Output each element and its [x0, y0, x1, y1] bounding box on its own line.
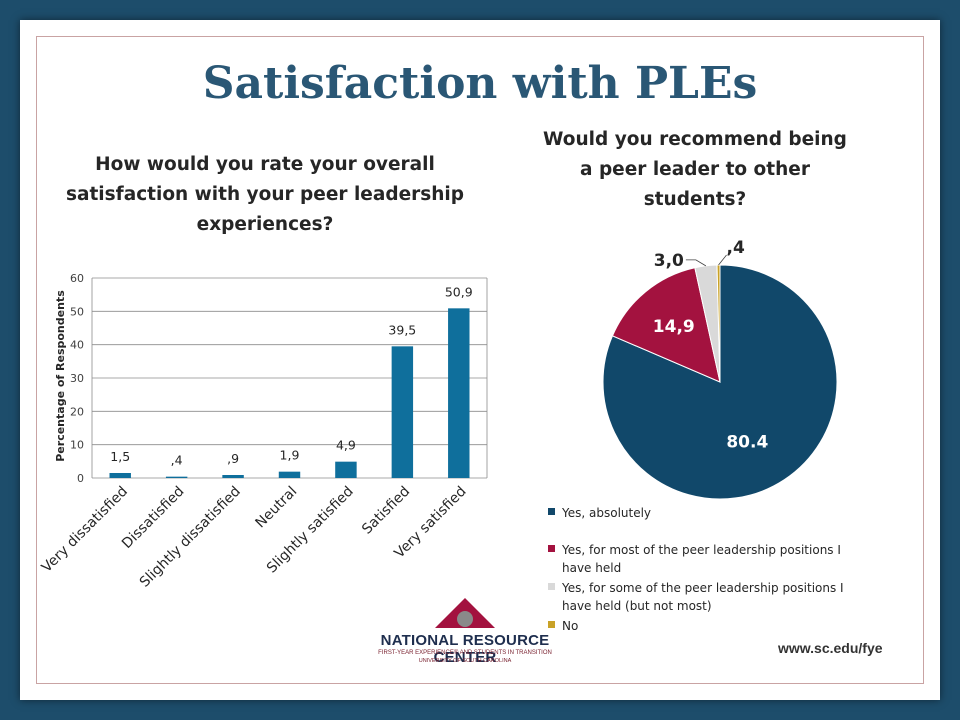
- pie-data-label: 3,0: [654, 251, 684, 271]
- legend-label: Yes, absolutely: [562, 506, 652, 520]
- bar: [222, 475, 244, 478]
- bar: [165, 476, 188, 478]
- logo-subtitle: FIRST-YEAR EXPERIENCE® AND STUDENTS IN T…: [378, 650, 552, 656]
- legend-label: Yes, for some of the peer leadership pos…: [562, 581, 844, 613]
- bar: [109, 473, 131, 478]
- y-axis-label: Percentage of Respondents: [54, 290, 67, 462]
- x-tick-label: Neutral: [252, 484, 300, 532]
- y-tick-label: 20: [70, 405, 84, 418]
- y-tick-label: 10: [70, 439, 84, 452]
- legend-swatch: [548, 545, 555, 552]
- x-tick-label: Slightly dissatisfied: [137, 484, 244, 591]
- bar-data-label: ,9: [227, 451, 239, 466]
- logo-subtitle-university: UNIVERSITY OF SOUTH CAROLINA: [418, 658, 512, 664]
- pie-data-label: ,4: [727, 238, 745, 258]
- y-tick-label: 60: [70, 272, 84, 285]
- slide-title: Satisfaction with PLEs: [202, 58, 758, 109]
- pie-data-label: 80.4: [726, 433, 768, 453]
- bar-data-label: 39,5: [388, 322, 416, 337]
- bar: [335, 461, 357, 478]
- pie-chart-title: Would you recommend being a peer leader …: [543, 129, 847, 210]
- footer-url: www.sc.edu/fye: [778, 640, 883, 656]
- bar-data-label: 4,9: [336, 438, 356, 453]
- legend-label: No: [562, 619, 579, 633]
- bar-chart-title: How would you rate your overall satisfac…: [65, 154, 465, 235]
- y-tick-label: 0: [77, 472, 84, 485]
- pie-leader-line: [718, 254, 727, 266]
- legend-swatch: [548, 583, 555, 590]
- bar-data-label: ,4: [171, 453, 183, 468]
- bar: [448, 308, 470, 478]
- pie-slice: [716, 264, 721, 383]
- bar: [278, 471, 301, 478]
- y-tick-label: 30: [70, 372, 84, 385]
- bar-data-label: 1,5: [110, 449, 130, 464]
- legend-label: Yes, for most of the peer leadership pos…: [562, 543, 841, 575]
- logo-circle: [457, 611, 473, 627]
- x-tick-label: Very dissatisfied: [39, 484, 131, 576]
- y-tick-label: 40: [70, 339, 84, 352]
- x-tick-label: Satisfied: [359, 484, 413, 538]
- pie-data-label: 14,9: [653, 317, 695, 337]
- legend-swatch: [548, 621, 555, 628]
- bar-data-label: 50,9: [445, 284, 473, 299]
- nrc-logo-mark: [435, 598, 495, 628]
- pie-slice: [611, 267, 721, 383]
- pie-leader-line: [685, 259, 707, 267]
- bar: [391, 346, 414, 478]
- slide-frame: [36, 36, 924, 684]
- legend-swatch: [548, 508, 555, 515]
- y-tick-label: 50: [70, 305, 84, 318]
- logo-name: NATIONAL RESOURCE CENTER: [380, 632, 550, 666]
- bar-data-label: 1,9: [280, 448, 300, 463]
- nrc-logo: NATIONAL RESOURCE CENTER FIRST-YEAR EXPE…: [360, 596, 570, 668]
